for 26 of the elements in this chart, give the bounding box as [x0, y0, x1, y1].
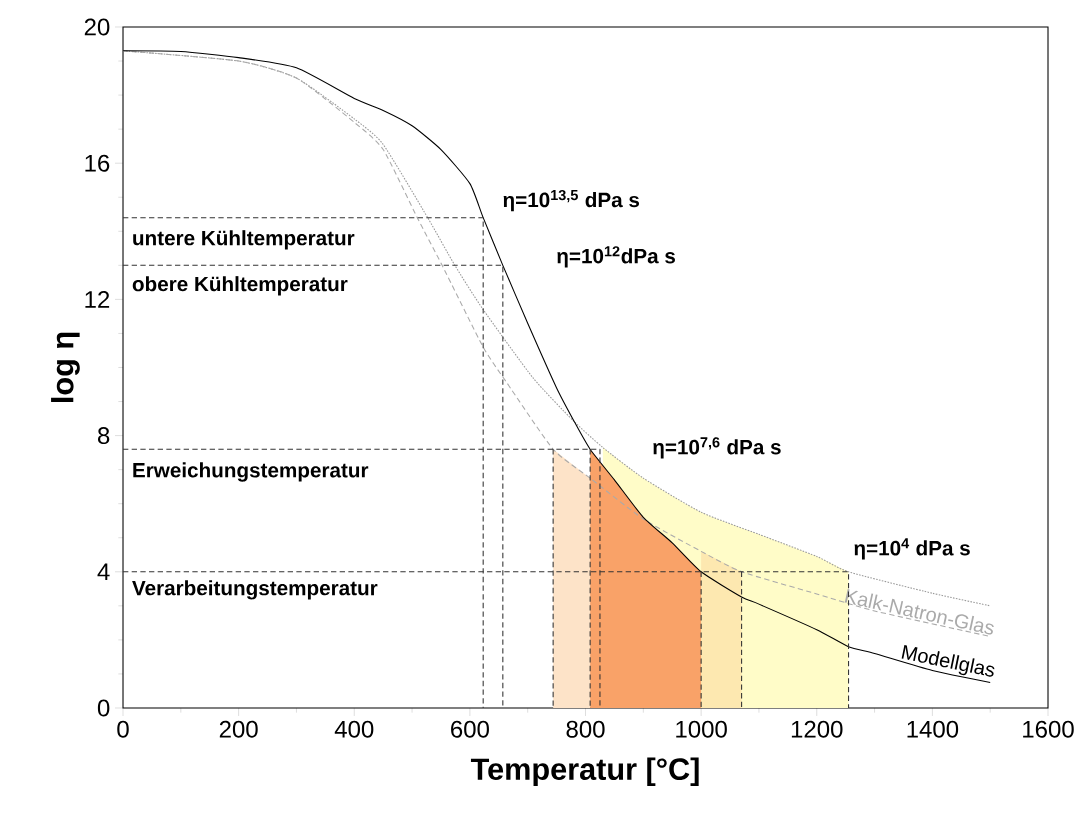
x-tick-label: 600: [451, 720, 489, 738]
x-tick-label: 1200: [791, 720, 843, 738]
y-tick-label: 16: [85, 154, 110, 172]
x-tick-label: 1400: [907, 720, 959, 738]
annotation: Erweichungstemperatur: [133, 462, 369, 482]
annotation: untere Kühltemperatur: [133, 230, 355, 250]
annotation: η=10$^{7,6}$ dPa s: [653, 437, 781, 459]
annotation: obere Kühltemperatur: [132, 276, 348, 296]
annotation: η=10$^{13,5}$ dPa s: [503, 189, 640, 212]
x-tick-label: 400: [334, 720, 374, 738]
y-tick-label: 20: [84, 18, 110, 36]
x-tick-label: 800: [566, 720, 605, 738]
annotation: η=10$^{12}$dPa s: [557, 246, 675, 268]
x-tick-label: 1000: [676, 720, 727, 738]
y-axis-title: log η: [51, 332, 80, 402]
annotation: η=10$^{4}$ dPa s: [854, 538, 970, 560]
annotation: Verarbeitungstemperatur: [132, 580, 378, 600]
y-tick-label: 0: [97, 699, 110, 717]
text: Modellglas: [901, 644, 995, 677]
y-tick-label: 12: [85, 291, 110, 308]
x-axis-title: Temperatur [°C]: [470, 757, 699, 787]
x-tick-label: 0: [117, 720, 129, 738]
x-tick-label: 200: [219, 720, 258, 738]
x-tick-label: 1600: [1023, 720, 1074, 738]
y-tick-label: 4: [97, 563, 110, 581]
y-tick-label: 8: [98, 427, 110, 445]
